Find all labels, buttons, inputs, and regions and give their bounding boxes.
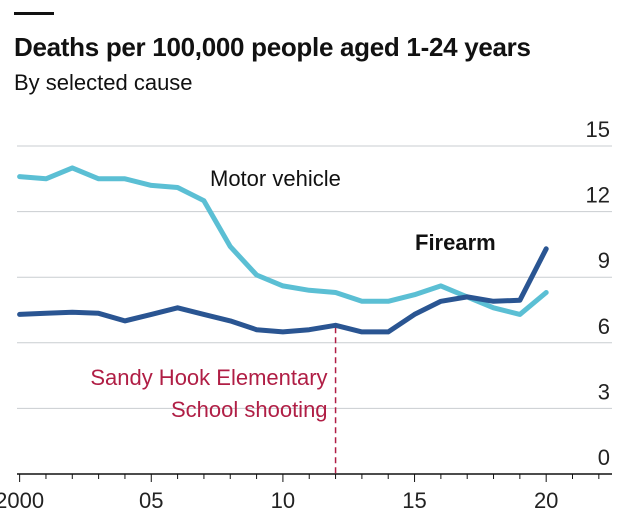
y-tick-label: 12 — [586, 183, 610, 208]
series-line-motor-vehicle — [17, 165, 549, 317]
series-label-firearm: Firearm — [415, 230, 496, 255]
x-tick-label: 2000 — [0, 488, 44, 513]
chart-title: Deaths per 100,000 people aged 1-24 year… — [14, 32, 531, 62]
x-tick-label: 20 — [534, 488, 558, 513]
y-tick-label: 0 — [598, 445, 610, 470]
x-axis: 2000 05 10 15 20 — [0, 473, 612, 513]
annotation-text: School shooting — [171, 397, 328, 422]
x-tick-label: 15 — [402, 488, 426, 513]
chart-subtitle: By selected cause — [14, 70, 193, 95]
y-tick-label: 9 — [598, 248, 610, 273]
header-accent-bar — [14, 12, 54, 15]
y-tick-label: 6 — [598, 314, 610, 339]
x-tick-label: 10 — [271, 488, 295, 513]
annotation-text: Sandy Hook Elementary — [90, 365, 327, 390]
y-tick-label: 15 — [586, 117, 610, 142]
series-line-firearm — [17, 246, 549, 335]
annotation-group: Sandy Hook Elementary School shooting — [90, 327, 337, 474]
gridlines — [17, 145, 612, 409]
y-tick-label: 3 — [598, 379, 610, 404]
series-label-motor-vehicle: Motor vehicle — [210, 166, 341, 191]
x-tick-label: 05 — [139, 488, 163, 513]
series-lines — [17, 165, 549, 335]
series-labels: Motor vehicle Firearm — [210, 166, 496, 255]
y-tick-labels: 0 3 6 9 12 15 — [586, 117, 610, 470]
